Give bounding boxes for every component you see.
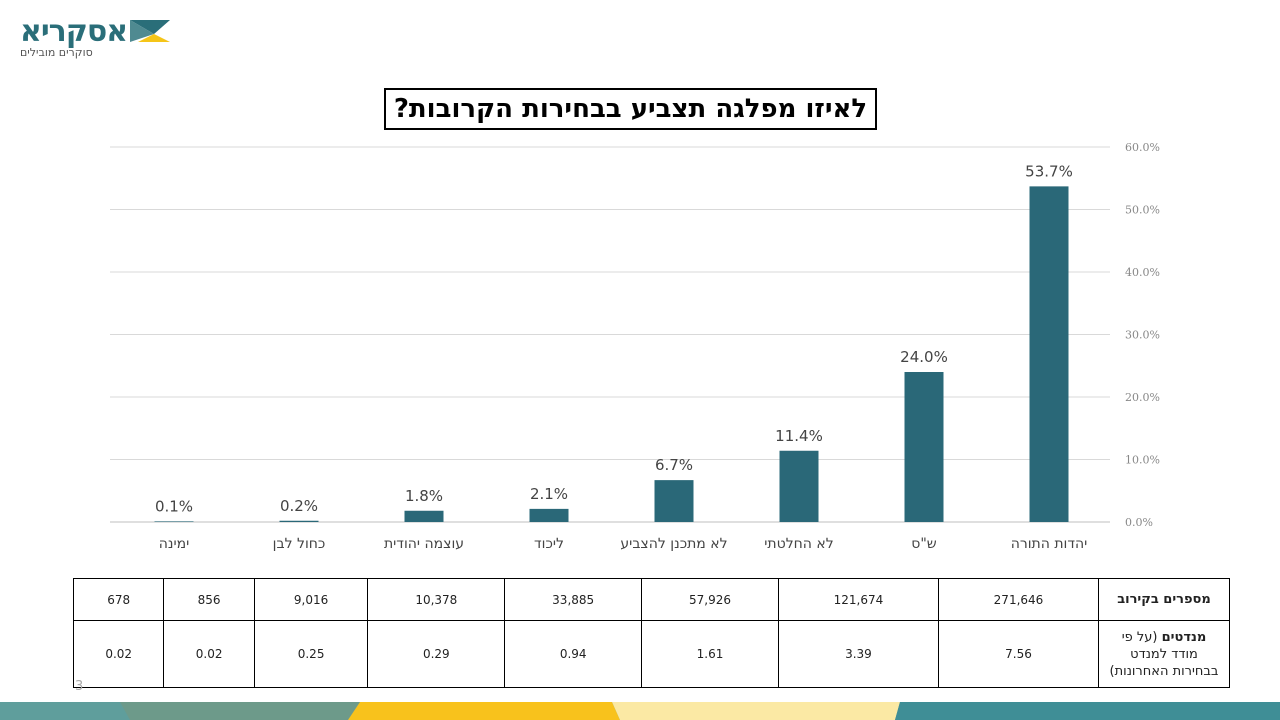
data-label: 6.7% — [655, 456, 693, 474]
bar — [654, 480, 694, 522]
table-cell: 0.02 — [163, 620, 255, 688]
y-tick-label: 50.0% — [1125, 204, 1160, 217]
chart-title: לאיזו מפלגה תצביע בבחירות הקרובות? — [384, 88, 877, 130]
y-tick-label: 40.0% — [1125, 266, 1160, 279]
y-tick-label: 10.0% — [1125, 454, 1160, 467]
bar — [154, 521, 194, 522]
x-tick-label: לא מתכנן להצביע — [620, 536, 727, 552]
table-cell: 0.25 — [253, 620, 369, 688]
x-tick-label: לא החלטתי — [764, 536, 833, 552]
row-label-numbers: מספרים בקירוב — [1098, 578, 1230, 621]
logo-mark — [130, 20, 170, 42]
data-label: 1.8% — [405, 487, 443, 505]
table-cell: 271,646 — [937, 578, 1100, 621]
bar — [1029, 186, 1069, 522]
bar — [404, 510, 444, 522]
footer-band — [0, 702, 1280, 720]
y-tick-label: 20.0% — [1125, 391, 1160, 404]
table-row-numbers: מספרים בקירוב 271,646 121,674 57,926 33,… — [72, 578, 1230, 621]
data-table: מספרים בקירוב 271,646 121,674 57,926 33,… — [72, 578, 1230, 688]
logo-text: אסקריא — [20, 14, 128, 49]
y-tick-label: 60.0% — [1125, 141, 1160, 154]
table-cell: 9,016 — [253, 578, 369, 621]
y-tick-label: 0.0% — [1125, 516, 1153, 529]
x-tick-label: ימינה — [159, 536, 190, 552]
x-tick-label: ש"ס — [911, 536, 937, 552]
bar — [529, 508, 569, 522]
x-tick-label: יהדות התורה — [1011, 536, 1088, 552]
data-label: 24.0% — [900, 348, 948, 366]
table-cell: 856 — [163, 578, 255, 621]
data-label: 2.1% — [530, 485, 568, 503]
table-cell: 0.29 — [367, 620, 506, 688]
table-cell: 3.39 — [777, 620, 939, 688]
table-cell: 121,674 — [777, 578, 939, 621]
table-cell: 33,885 — [504, 578, 643, 621]
x-tick-label: כחול לבן — [273, 536, 326, 552]
bar — [904, 372, 944, 522]
data-label: 53.7% — [1025, 162, 1073, 180]
x-tick-label: עוצמה יהודית — [384, 536, 464, 552]
data-label: 11.4% — [775, 427, 823, 445]
table-cell: 10,378 — [367, 578, 506, 621]
x-tick-label: ליכוד — [534, 536, 564, 552]
data-label: 0.2% — [280, 497, 318, 515]
table-cell: 7.56 — [937, 620, 1100, 688]
y-tick-label: 30.0% — [1125, 329, 1160, 342]
table-cell: 0.94 — [504, 620, 643, 688]
logo-tagline: סוקרים מובילים — [20, 46, 93, 59]
page-number: 3 — [75, 679, 84, 694]
table-cell: 1.61 — [641, 620, 779, 688]
table-cell: 57,926 — [641, 578, 779, 621]
table-cell: 678 — [72, 578, 165, 621]
bar — [279, 520, 319, 522]
table-cell: 0.02 — [72, 620, 165, 688]
table-row-mandates: מנדטים (על פי מודד למנדט בבחירות האחרונות)… — [72, 620, 1230, 688]
bar-chart: 0.0% 10.0% 20.0% 30.0% 40.0% 50.0% 60.0% 53.7% י… — [110, 141, 1160, 552]
bar — [779, 450, 819, 522]
row-label-mandates: מנדטים (על פי מודד למנדט בבחירות האחרונות) — [1098, 620, 1230, 688]
data-label: 0.1% — [155, 497, 193, 515]
